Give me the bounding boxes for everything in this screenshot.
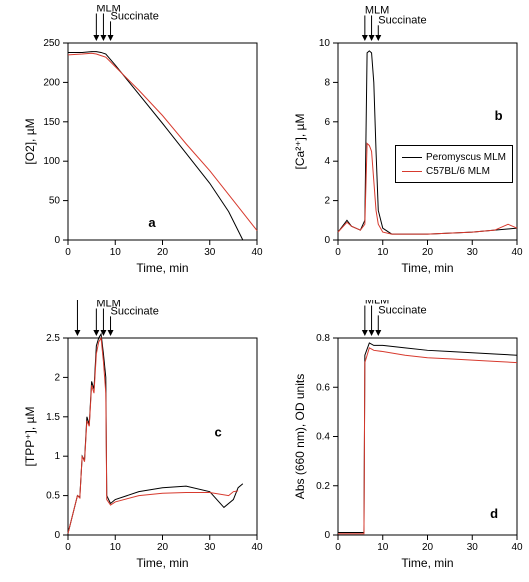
svg-text:0.2: 0.2	[316, 481, 330, 492]
svg-text:30: 30	[467, 247, 479, 258]
xlabel: Time, min	[401, 261, 453, 275]
svg-text:0.6: 0.6	[316, 382, 330, 393]
panel-letter: a	[148, 215, 156, 230]
svg-text:250: 250	[43, 38, 60, 49]
svg-text:10: 10	[377, 542, 389, 553]
svg-text:10: 10	[110, 247, 122, 258]
svg-text:0: 0	[324, 235, 330, 246]
xlabel: Time, min	[136, 556, 188, 570]
panel-letter: c	[214, 425, 221, 440]
svg-text:0: 0	[65, 542, 71, 553]
panel-c: 0 10 20 30 40 0 0.5 1 1.5 2 2.5 Time, min [TPP⁺], µM…	[20, 300, 265, 575]
svg-text:0: 0	[324, 530, 330, 541]
legend-swatch	[402, 157, 422, 158]
annotation: Succinate	[378, 14, 426, 26]
svg-text:1: 1	[54, 451, 60, 462]
svg-text:50: 50	[49, 196, 61, 207]
ylabel: [Ca²⁺], µM	[293, 114, 307, 170]
svg-text:10: 10	[110, 542, 122, 553]
annotation: Succinate	[378, 304, 426, 316]
svg-text:200: 200	[43, 77, 60, 88]
svg-text:150: 150	[43, 117, 60, 128]
svg-text:0: 0	[54, 530, 60, 541]
svg-text:0: 0	[65, 247, 71, 258]
svg-text:30: 30	[204, 542, 216, 553]
svg-text:40: 40	[251, 542, 263, 553]
svg-text:20: 20	[157, 247, 169, 258]
svg-text:10: 10	[319, 38, 331, 49]
svg-text:2.5: 2.5	[46, 333, 60, 344]
svg-text:2: 2	[54, 372, 60, 383]
svg-text:0.5: 0.5	[46, 491, 60, 502]
series-c57bl6	[68, 53, 257, 230]
panel-letter: d	[490, 506, 498, 521]
panel-b: 0102030400246810Time, min[Ca²⁺], µMMLMSu…	[290, 5, 525, 280]
legend-entry: Peromyscus MLM	[402, 150, 506, 164]
svg-text:10: 10	[377, 247, 389, 258]
svg-text:4: 4	[324, 156, 330, 167]
svg-text:0.4: 0.4	[316, 432, 330, 443]
series-c57bl6	[68, 338, 238, 533]
legend-entry: C57BL/6 MLM	[402, 164, 506, 178]
svg-text:20: 20	[422, 542, 434, 553]
ylabel: [TPP⁺], µM	[23, 407, 37, 467]
series-peromyscus	[68, 52, 243, 240]
svg-text:20: 20	[157, 542, 169, 553]
ylabel: Abs (660 nm), OD units	[293, 374, 307, 499]
svg-text:30: 30	[204, 247, 216, 258]
panel-a: 0 10 20 30 40 0 50 100 150 200 250 Time, min [O2], µ…	[20, 5, 265, 280]
legend-swatch	[402, 171, 422, 172]
svg-text:20: 20	[422, 247, 434, 258]
ylabel: [O2], µM	[23, 118, 37, 164]
legend-label: Peromyscus MLM	[426, 152, 506, 163]
svg-text:100: 100	[43, 156, 60, 167]
svg-text:0: 0	[335, 542, 341, 553]
svg-text:2: 2	[324, 196, 330, 207]
legend-label: C57BL/6 MLM	[426, 166, 490, 177]
svg-text:8: 8	[324, 77, 330, 88]
svg-text:30: 30	[467, 542, 479, 553]
xlabel: Time, min	[136, 261, 188, 275]
xlabel: Time, min	[401, 556, 453, 570]
annotation: Succinate	[111, 305, 159, 317]
svg-text:0: 0	[335, 247, 341, 258]
svg-text:0.8: 0.8	[316, 333, 330, 344]
svg-text:0: 0	[54, 235, 60, 246]
svg-text:40: 40	[251, 247, 263, 258]
svg-text:6: 6	[324, 117, 330, 128]
panel-d: 0 10 20 30 40 0 0.2 0.4 0.6 0.8 Time, min Abs (660 …	[290, 300, 525, 575]
legend: Peromyscus MLM C57BL/6 MLM	[395, 145, 513, 183]
svg-text:1.5: 1.5	[46, 412, 60, 423]
svg-text:40: 40	[511, 542, 523, 553]
svg-text:40: 40	[511, 247, 523, 258]
panel-letter: b	[495, 108, 503, 123]
annotation: Succinate	[111, 10, 159, 22]
